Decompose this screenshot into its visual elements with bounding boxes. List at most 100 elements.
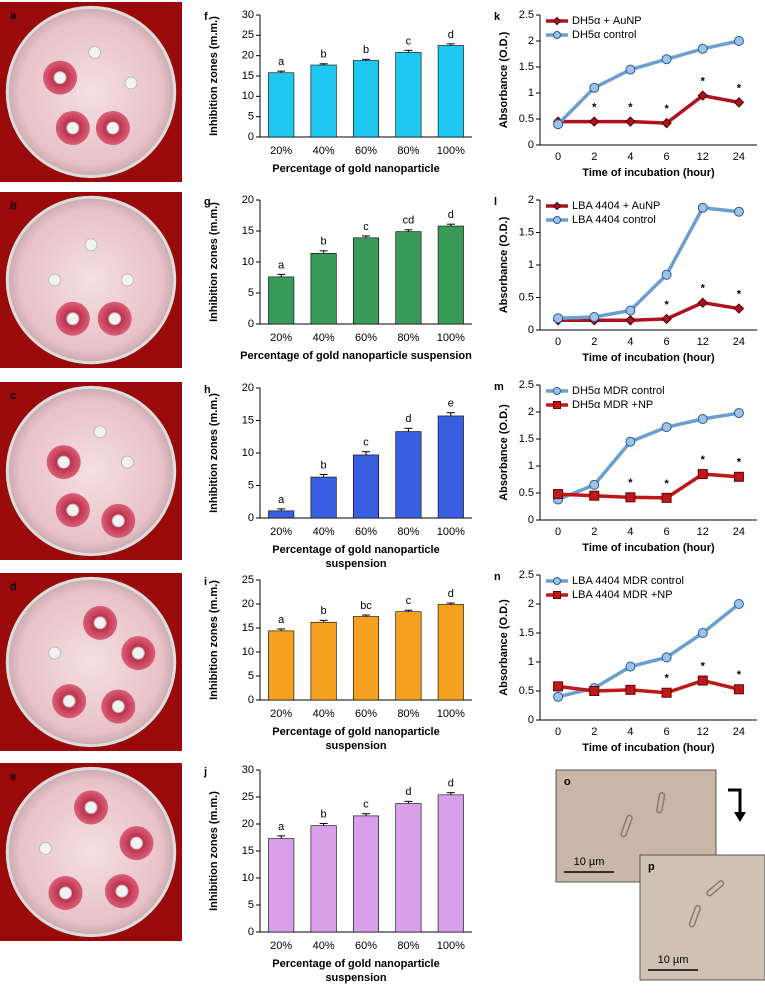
data-point bbox=[661, 117, 672, 129]
x-tick-label: 12 bbox=[697, 726, 709, 738]
significance-letter: c bbox=[363, 437, 369, 449]
significance-asterisk: * bbox=[628, 102, 633, 114]
data-point bbox=[733, 471, 744, 482]
y-tick-label: 20 bbox=[242, 818, 254, 830]
significance-letter: c bbox=[406, 35, 412, 47]
x-tick-label: 24 bbox=[733, 726, 745, 738]
antibiotic-disc bbox=[120, 273, 134, 287]
significance-letter: d bbox=[405, 413, 411, 425]
y-tick-label: 25 bbox=[242, 29, 254, 41]
y-tick-label: 10 bbox=[242, 872, 254, 884]
x-axis-label: Time of incubation (hour) bbox=[582, 167, 715, 179]
micrograph bbox=[639, 854, 765, 981]
data-point bbox=[733, 206, 744, 217]
data-point bbox=[589, 82, 600, 93]
antibiotic-disc bbox=[88, 45, 102, 59]
data-point bbox=[661, 54, 672, 65]
y-tick-label: 5 bbox=[248, 670, 254, 682]
x-tick-label: 12 bbox=[697, 336, 709, 348]
y-tick-label: 1 bbox=[528, 656, 534, 668]
significance-letter: a bbox=[278, 56, 285, 68]
arrow-head bbox=[734, 812, 746, 822]
bar bbox=[310, 476, 337, 519]
legend-marker bbox=[552, 201, 562, 211]
x-tick-label: 2 bbox=[591, 336, 597, 348]
y-tick-label: 2 bbox=[528, 35, 534, 47]
bacterium bbox=[688, 904, 701, 928]
legend-marker bbox=[553, 216, 561, 224]
antibiotic-disc bbox=[48, 646, 62, 660]
y-tick-label: 30 bbox=[242, 764, 254, 776]
bar bbox=[352, 237, 380, 325]
significance-letter: b bbox=[321, 49, 327, 61]
antibiotic-disc bbox=[66, 121, 80, 135]
x-tick-label: 20% bbox=[270, 332, 292, 344]
significance-letter: d bbox=[448, 29, 454, 41]
data-point bbox=[625, 315, 636, 326]
panel-label: h bbox=[204, 384, 211, 396]
y-tick-label: 20 bbox=[242, 194, 254, 206]
data-point bbox=[589, 490, 600, 501]
data-point bbox=[697, 675, 708, 686]
x-tick-label: 0 bbox=[555, 151, 561, 163]
data-point bbox=[625, 492, 636, 503]
x-tick-label: 6 bbox=[664, 336, 670, 348]
panel-label: j bbox=[203, 766, 207, 778]
y-tick-label: 30 bbox=[242, 9, 254, 21]
legend-label: DH5α MDR +NP bbox=[572, 399, 653, 411]
x-tick-label: 2 bbox=[591, 526, 597, 538]
antibiotic-disc bbox=[53, 71, 67, 85]
data-point bbox=[625, 305, 636, 316]
series-line bbox=[558, 93, 740, 125]
y-axis-label: Inhibition zones (m.m.) bbox=[208, 580, 220, 700]
significance-asterisk: * bbox=[737, 457, 742, 469]
data-point bbox=[589, 686, 600, 696]
significance-letter: b bbox=[321, 808, 327, 820]
data-point bbox=[553, 691, 564, 702]
data-point bbox=[697, 414, 708, 425]
data-point bbox=[733, 303, 745, 314]
y-axis-label: Inhibition zones (m.m.) bbox=[208, 791, 220, 911]
significance-asterisk: * bbox=[737, 288, 742, 300]
bacterium bbox=[706, 880, 725, 897]
x-tick-label: 40% bbox=[313, 332, 335, 344]
bar bbox=[310, 621, 337, 701]
bar bbox=[437, 415, 464, 519]
data-point bbox=[553, 489, 564, 500]
y-axis-label: Inhibition zones (m.m.) bbox=[208, 393, 220, 513]
x-tick-label: 60% bbox=[355, 940, 377, 952]
x-tick-label: 4 bbox=[627, 726, 633, 738]
data-point bbox=[625, 116, 636, 127]
x-tick-label: 2 bbox=[591, 726, 597, 738]
y-tick-label: 0 bbox=[528, 324, 534, 336]
y-tick-label: 0 bbox=[528, 514, 534, 526]
y-tick-label: 5 bbox=[248, 899, 254, 911]
x-axis-label: Time of incubation (hour) bbox=[582, 352, 715, 364]
y-tick-label: 15 bbox=[242, 622, 254, 634]
bar bbox=[395, 803, 422, 933]
data-point bbox=[661, 687, 672, 698]
data-point bbox=[733, 97, 745, 108]
significance-letter: a bbox=[278, 821, 285, 833]
x-axis-label: Percentage of gold nanoparticle bbox=[272, 958, 439, 970]
x-tick-label: 12 bbox=[697, 151, 709, 163]
x-tick-label: 20% bbox=[270, 526, 292, 538]
panel-label: p bbox=[648, 861, 655, 873]
antibiotic-disc bbox=[84, 801, 98, 814]
y-tick-label: 15 bbox=[242, 414, 254, 426]
x-tick-label: 4 bbox=[627, 526, 633, 538]
panel-label: g bbox=[204, 196, 211, 208]
panel-label: d bbox=[10, 581, 17, 593]
data-point bbox=[697, 202, 708, 213]
x-tick-label: 6 bbox=[664, 726, 670, 738]
y-tick-label: 0 bbox=[248, 694, 254, 706]
significance-asterisk: * bbox=[701, 283, 706, 295]
antibiotic-disc bbox=[93, 425, 107, 439]
significance-letter: d bbox=[448, 778, 454, 790]
y-tick-label: 0.5 bbox=[519, 113, 534, 125]
x-axis-label: Percentage of gold nanoparticle bbox=[272, 544, 439, 556]
x-axis-label: Percentage of gold nanoparticle bbox=[272, 163, 439, 175]
y-tick-label: 0 bbox=[248, 318, 254, 330]
significance-letter: bc bbox=[360, 600, 372, 612]
y-tick-label: 1.5 bbox=[519, 433, 534, 445]
